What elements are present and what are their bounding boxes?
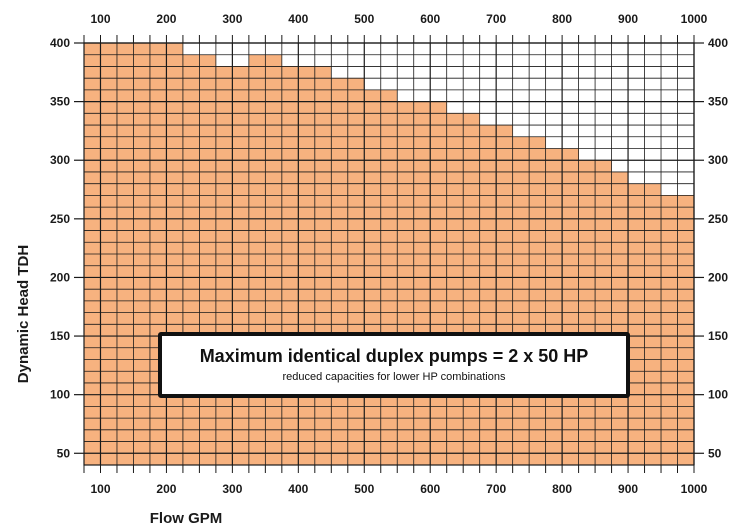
x-tick-label-top: 300 bbox=[222, 12, 242, 26]
x-tick-label-top: 400 bbox=[288, 12, 308, 26]
x-tick-label-bottom: 100 bbox=[90, 482, 110, 496]
plot-frame bbox=[83, 42, 695, 466]
x-tick-label-top: 1000 bbox=[681, 12, 708, 26]
x-tick-label-bottom: 800 bbox=[552, 482, 572, 496]
x-tick-label-bottom: 700 bbox=[486, 482, 506, 496]
x-tick-label-bottom: 200 bbox=[156, 482, 176, 496]
y-tick-label-left: 250 bbox=[50, 212, 70, 226]
x-tick-label-bottom: 600 bbox=[420, 482, 440, 496]
y-tick-label-left: 400 bbox=[50, 36, 70, 50]
x-tick-label-top: 600 bbox=[420, 12, 440, 26]
y-tick-label-right: 400 bbox=[708, 36, 728, 50]
y-tick-label-right: 50 bbox=[708, 446, 722, 460]
y-tick-label-right: 250 bbox=[708, 212, 728, 226]
callout-title: Maximum identical duplex pumps = 2 x 50 … bbox=[199, 346, 589, 366]
x-tick-label-bottom: 400 bbox=[288, 482, 308, 496]
y-tick-label-left: 50 bbox=[57, 446, 71, 460]
y-tick-label-left: 350 bbox=[50, 95, 70, 109]
x-tick-label-bottom: 900 bbox=[618, 482, 638, 496]
callout-subtitle: reduced capacities for lower HP combinat… bbox=[282, 371, 506, 383]
y-tick-label-left: 200 bbox=[50, 270, 70, 284]
y-tick-label-left: 150 bbox=[50, 329, 70, 343]
y-tick-label-right: 100 bbox=[708, 388, 728, 402]
tick-labels: 100 100 200 200 300 300 400 400 500 500 600 600 700 7… bbox=[50, 12, 728, 496]
x-tick-label-top: 700 bbox=[486, 12, 506, 26]
x-tick-label-bottom: 500 bbox=[354, 482, 374, 496]
y-axis-label: Dynamic Head TDH bbox=[15, 245, 32, 383]
y-tick-label-right: 300 bbox=[708, 153, 728, 167]
x-tick-label-bottom: 1000 bbox=[681, 482, 708, 496]
x-tick-label-top: 500 bbox=[354, 12, 374, 26]
x-tick-label-top: 200 bbox=[156, 12, 176, 26]
y-tick-label-right: 350 bbox=[708, 95, 728, 109]
capacity-callout: Maximum identical duplex pumps = 2 x 50 … bbox=[158, 332, 630, 398]
x-axis-label: Flow GPM bbox=[150, 510, 223, 527]
y-tick-label-left: 100 bbox=[50, 388, 70, 402]
y-tick-label-right: 200 bbox=[708, 270, 728, 284]
x-tick-label-top: 100 bbox=[90, 12, 110, 26]
y-tick-label-right: 150 bbox=[708, 329, 728, 343]
x-tick-label-bottom: 300 bbox=[222, 482, 242, 496]
y-tick-label-left: 300 bbox=[50, 153, 70, 167]
x-tick-label-top: 800 bbox=[552, 12, 572, 26]
x-tick-label-top: 900 bbox=[618, 12, 638, 26]
